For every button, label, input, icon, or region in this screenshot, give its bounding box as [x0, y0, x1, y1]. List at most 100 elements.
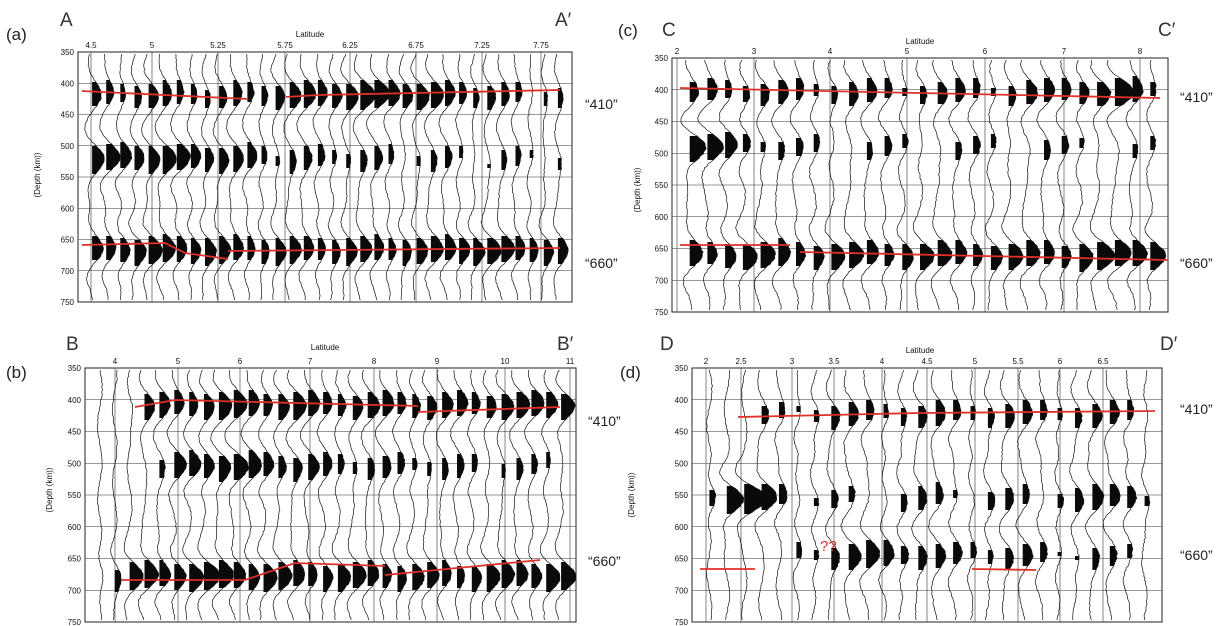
- panel-a-trace-fill: [317, 80, 328, 106]
- panel-c-trace: [753, 59, 776, 310]
- panel-b-trace-fill: [501, 560, 515, 588]
- panel-d-trace-fill: [1075, 488, 1084, 512]
- panel-a-trace-fill: [219, 236, 232, 264]
- panel-b-trace-fill: [204, 562, 221, 590]
- panel-b-trace-fill: [442, 458, 449, 480]
- panel-b-trace-fill: [159, 392, 171, 418]
- panel-a-trace: [128, 53, 147, 301]
- panel-d-trace-fill: [831, 490, 839, 508]
- panel-b-trace-fill: [352, 462, 358, 474]
- panel-a-trace: [438, 53, 457, 301]
- panel-a-660-label: “660”: [585, 255, 618, 271]
- panel-d-trace: [911, 369, 929, 621]
- panel-c-lat-tick: 3: [752, 47, 757, 56]
- panel-c-trace-fill: [707, 242, 718, 264]
- panel-a-lat-tick: 7.75: [533, 41, 549, 50]
- panel-d-start-label: D: [660, 334, 674, 355]
- panel-a-trace: [553, 53, 569, 301]
- panel-d-trace-fill: [987, 408, 995, 428]
- panel-d-lat-tick: 3.5: [828, 357, 840, 366]
- panel-b-trace: [110, 369, 122, 621]
- panel-b-trace-fill: [204, 394, 215, 420]
- panel-d-depth-tick: 500: [675, 459, 689, 468]
- panel-d-trace-fill: [918, 546, 928, 570]
- panel-b-trace: [539, 369, 561, 621]
- panel-b-trace-fill: [486, 396, 497, 418]
- panel-d-label: (d): [620, 363, 641, 382]
- panel-a-trace-fill: [346, 84, 359, 110]
- panel-a-trace-fill: [416, 84, 430, 110]
- panel-b-trace-fill: [218, 560, 234, 588]
- panel-a-depth-tick: 700: [61, 267, 75, 276]
- panel-d-trace-fill: [813, 498, 819, 506]
- panel-a-trace-fill: [557, 238, 569, 264]
- panel-b-trace: [210, 370, 234, 621]
- panel-d-trace-fill: [883, 404, 889, 418]
- panel-a-trace-fill: [176, 144, 191, 170]
- panel-d-trace-fill: [831, 406, 841, 430]
- panel-b-trace: [524, 369, 545, 621]
- panel-b-pick-line-410: [134, 399, 419, 408]
- panel-d-trace-fill: [953, 400, 961, 420]
- panel-d-trace-fill: [953, 490, 958, 498]
- panel-c-trace-fill: [849, 242, 864, 268]
- panel-c-trace-fill: [1150, 242, 1166, 270]
- panel-d-trace-fill: [813, 550, 820, 560]
- panel-b-lat-tick: 6: [238, 357, 243, 366]
- panel-b-trace-fill: [546, 564, 560, 592]
- panel-d-lat-tick: 6.5: [1097, 357, 1109, 366]
- panel-c-depth-tick: 450: [655, 118, 669, 127]
- panel-a-trace-fill: [275, 156, 280, 166]
- panel-c-trace-fill: [849, 82, 859, 106]
- panel-b-trace-fill: [189, 450, 201, 476]
- panel-b: (b) B B′ Latitude (Depth (km)) 350400450…: [6, 334, 621, 626]
- panel-d-trace: [792, 369, 803, 621]
- panel-b-pick-line-660b: [384, 559, 541, 576]
- panel-d-lat-tick: 5: [973, 357, 978, 366]
- panel-d-trace-fill: [1040, 542, 1048, 562]
- panel-d-trace: [719, 369, 745, 621]
- panel-a-lat-tick: 7.25: [474, 41, 490, 50]
- panel-d-trace-fill: [987, 492, 995, 510]
- panel-a-trace-fill: [515, 146, 522, 166]
- panel-a-trace-fill: [134, 240, 147, 266]
- panel-d-depth-tick: 550: [675, 491, 689, 500]
- panel-c-410-label: “410”: [1180, 89, 1213, 105]
- panel-d-trace-fill: [848, 486, 856, 502]
- panel-d-660-label: “660”: [1180, 547, 1213, 563]
- panel-b-trace: [331, 369, 352, 621]
- panel-b-trace-fill: [501, 464, 506, 478]
- panel-c-trace-fill: [866, 240, 880, 264]
- panel-c-trace: [967, 59, 984, 311]
- panel-a-trace-fill: [445, 146, 453, 168]
- panel-b-end-label: B′: [557, 334, 574, 355]
- panel-b-trace-fill: [367, 560, 379, 586]
- panel-c-depth-tick: 650: [655, 245, 669, 254]
- panel-d-trace-fill: [1005, 548, 1014, 570]
- panel-b-trace-fill: [457, 390, 469, 416]
- panel-c-trace: [912, 59, 935, 311]
- panel-d-depth-tick: 350: [675, 364, 689, 373]
- panel-c-trace-fill: [796, 78, 804, 100]
- panel-c-trace-fill: [920, 244, 935, 270]
- panel-a-trace-fill: [205, 238, 217, 266]
- panel-b-trace: [285, 370, 307, 621]
- panel-c-trace-fill: [796, 138, 804, 156]
- panel-b-trace: [449, 370, 469, 621]
- panel-b-660-label: “660”: [588, 553, 621, 569]
- panel-c-trace-fill: [742, 134, 751, 152]
- panel-d-trace: [809, 369, 820, 621]
- panel-b-lat-tick: 9: [435, 357, 440, 366]
- panel-c-trace-fill: [1044, 140, 1051, 160]
- panel-c-trace: [771, 59, 792, 311]
- panel-b-trace-fill: [174, 452, 187, 478]
- panel-a-trace: [99, 53, 121, 301]
- panel-c-ylabel: (Depth (km)): [633, 167, 642, 212]
- panel-b-trace-fill: [218, 456, 231, 482]
- panel-c-pick-line-660b: [799, 251, 1169, 261]
- panel-a-trace: [199, 53, 217, 301]
- panel-c-trace-fill: [689, 240, 704, 266]
- panel-c-trace: [1001, 59, 1024, 311]
- panel-c-trace-fill: [1097, 82, 1112, 106]
